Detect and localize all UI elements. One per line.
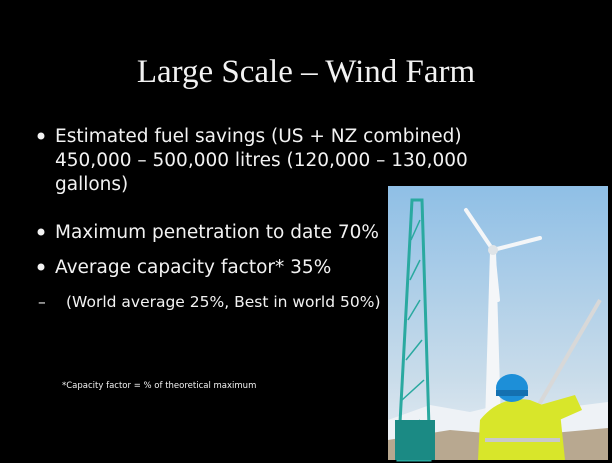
bullet-text: gallons)	[55, 174, 128, 195]
bullet-dot	[37, 263, 45, 271]
bullet-dot	[37, 132, 45, 140]
bullet-text: Estimated fuel savings (US + NZ combined…	[55, 126, 462, 147]
bullet-text: Average capacity factor* 35%	[55, 257, 331, 278]
bullet-dot	[37, 228, 45, 236]
bullet-list: Estimated fuel savings (US + NZ combined…	[37, 126, 468, 278]
sub-dash: –	[38, 293, 46, 311]
bullet-text: 450,000 – 500,000 litres (120,000 – 130,…	[55, 150, 468, 171]
title: Large Scale – Wind Farm	[137, 54, 476, 90]
sub-bullet: (World average 25%, Best in world 50%)	[66, 293, 381, 311]
footnote: *Capacity factor = % of theoretical maxi…	[62, 381, 256, 391]
bullet-text: Maximum penetration to date 70%	[55, 222, 379, 243]
photo	[388, 186, 608, 462]
